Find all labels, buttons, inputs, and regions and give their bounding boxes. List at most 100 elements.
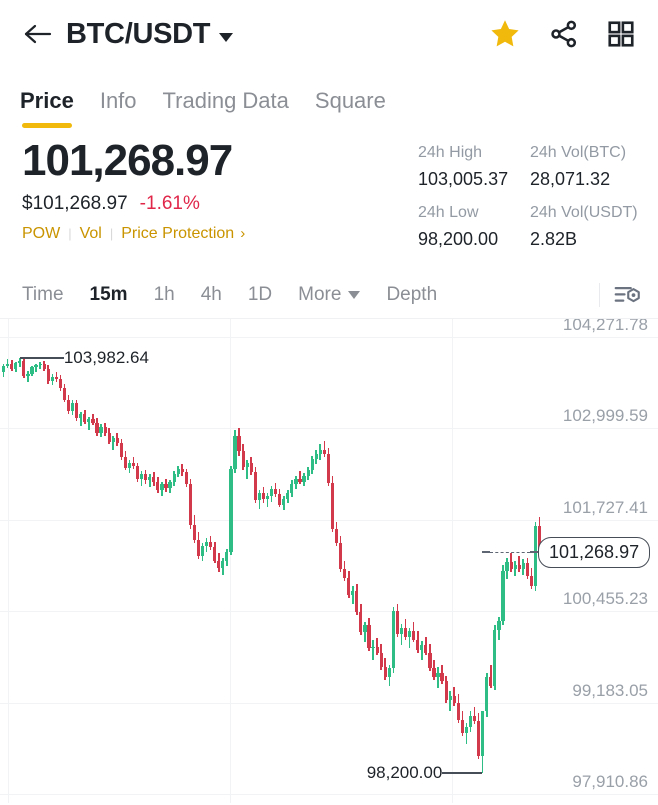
interval-depth[interactable]: Depth: [386, 284, 438, 305]
chart-high-label: 103,982.64: [63, 347, 149, 367]
candle-body: [213, 546, 217, 561]
candle-body: [351, 590, 355, 596]
stat-value: 2.82B: [530, 229, 578, 249]
candle-body: [245, 462, 249, 468]
candle-body: [278, 493, 282, 505]
tab-square[interactable]: Square: [314, 88, 386, 113]
tag-separator: |: [109, 226, 114, 242]
candle-body: [205, 541, 209, 547]
tag-price-protection[interactable]: Price Protection: [121, 224, 235, 242]
interval-more[interactable]: More: [298, 284, 361, 306]
interval-time[interactable]: Time: [22, 284, 64, 305]
candle-body: [517, 564, 521, 570]
stat-value: 98,200.00: [418, 229, 499, 249]
candle-wick: [88, 416, 90, 430]
candle-wick: [420, 641, 423, 660]
candle-wick: [299, 471, 301, 485]
candle-wick: [112, 435, 114, 450]
candle-body: [22, 360, 26, 376]
candle-body: [318, 449, 322, 455]
candle-body: [221, 561, 225, 569]
tab-trading-data[interactable]: Trading Data: [162, 88, 289, 113]
candle-body: [131, 462, 136, 467]
candle-body: [481, 711, 485, 756]
last-price-value: 101,268.97: [538, 536, 651, 568]
candle-body: [464, 727, 469, 733]
candle-body: [87, 419, 91, 422]
chevron-right-icon[interactable]: ›: [240, 225, 246, 243]
tag-pow[interactable]: POW: [22, 224, 61, 242]
back-button[interactable]: [18, 14, 58, 54]
stat-24h-vol-btc: 24h Vol(BTC) 28,071.32: [530, 144, 638, 190]
last-price-tag: 101,268.97: [482, 536, 651, 568]
candle-body: [412, 630, 416, 640]
candle-body: [448, 695, 452, 700]
price-axis-label: 101,727.41: [562, 497, 648, 517]
candle-body: [416, 639, 420, 650]
candle-wick: [148, 474, 151, 488]
interval-4h[interactable]: 4h: [200, 284, 222, 305]
candle-body: [509, 562, 513, 570]
candle-body: [50, 376, 54, 381]
tab-price[interactable]: Price: [20, 88, 74, 128]
chart-settings-button[interactable]: [612, 280, 642, 310]
candle-body: [472, 715, 477, 722]
ticker-primary: 101,268.97 $101,268.97 -1.61% POW | Vol …: [22, 138, 418, 264]
interval-1h[interactable]: 1h: [153, 284, 175, 305]
price-subline: $101,268.97 -1.61%: [22, 193, 418, 215]
candle-body: [107, 432, 111, 442]
share-button[interactable]: [548, 18, 580, 50]
tag-tick: [530, 551, 538, 554]
candle-body: [456, 702, 460, 721]
interval-1d[interactable]: 1D: [247, 284, 273, 305]
candle-body: [91, 419, 95, 423]
chart-gridline-vertical: [8, 319, 9, 803]
interval-more-label: More: [298, 284, 342, 305]
tag-separator: |: [68, 226, 72, 242]
candle-body: [209, 541, 213, 547]
candle-body: [501, 570, 505, 621]
stat-label: 24h Vol(BTC): [530, 144, 627, 161]
price-axis-label: 102,999.59: [562, 406, 648, 426]
price-usd: $101,268.97: [22, 192, 128, 214]
interval-15m[interactable]: 15m: [89, 284, 128, 305]
page-title[interactable]: BTC/USDT: [66, 17, 211, 50]
stat-label: 24h Low: [418, 204, 479, 221]
favorite-button[interactable]: [488, 17, 522, 51]
candle-body: [160, 483, 164, 491]
candle-body: [367, 625, 371, 649]
candle-body: [261, 493, 266, 500]
candle-body: [200, 546, 205, 556]
interval-bar: Time 15m 1h 4h 1D More Depth: [0, 272, 658, 318]
candle-body: [274, 489, 278, 494]
stat-24h-low: 24h Low 98,200.00: [418, 204, 530, 250]
tab-info[interactable]: Info: [99, 88, 137, 113]
candle-body: [148, 476, 152, 481]
candle-body: [533, 526, 538, 587]
candle-wick: [79, 411, 82, 427]
candle-body: [168, 482, 172, 488]
more-apps-button[interactable]: [606, 19, 636, 49]
candle-body: [338, 543, 343, 570]
candle-body: [355, 590, 359, 613]
chevron-down-icon[interactable]: [219, 32, 234, 42]
tag-vol[interactable]: Vol: [79, 224, 102, 242]
price-chart[interactable]: BINANCE 104,271.78102,999.59101,727.4110…: [0, 318, 658, 803]
candle-wick: [132, 457, 135, 469]
candle-body: [188, 484, 192, 525]
candle-body: [152, 476, 156, 483]
candle-body: [233, 435, 237, 470]
share-icon: [551, 20, 577, 48]
candle-body: [241, 451, 245, 468]
chart-gridline-horizontal: [0, 337, 658, 338]
candle-body: [302, 475, 306, 482]
candle-body: [111, 437, 115, 442]
candle-body: [282, 498, 286, 505]
ticker-stats: 24h High 103,005.37 24h Low 98,200.00 24…: [418, 138, 638, 264]
ticker-tags[interactable]: POW | Vol | Price Protection ›: [22, 225, 418, 243]
stat-label: 24h Vol(USDT): [530, 204, 638, 221]
candle-body: [156, 482, 160, 491]
candle-body: [192, 524, 196, 540]
candle-wick: [323, 441, 326, 458]
candle-body: [2, 365, 6, 372]
